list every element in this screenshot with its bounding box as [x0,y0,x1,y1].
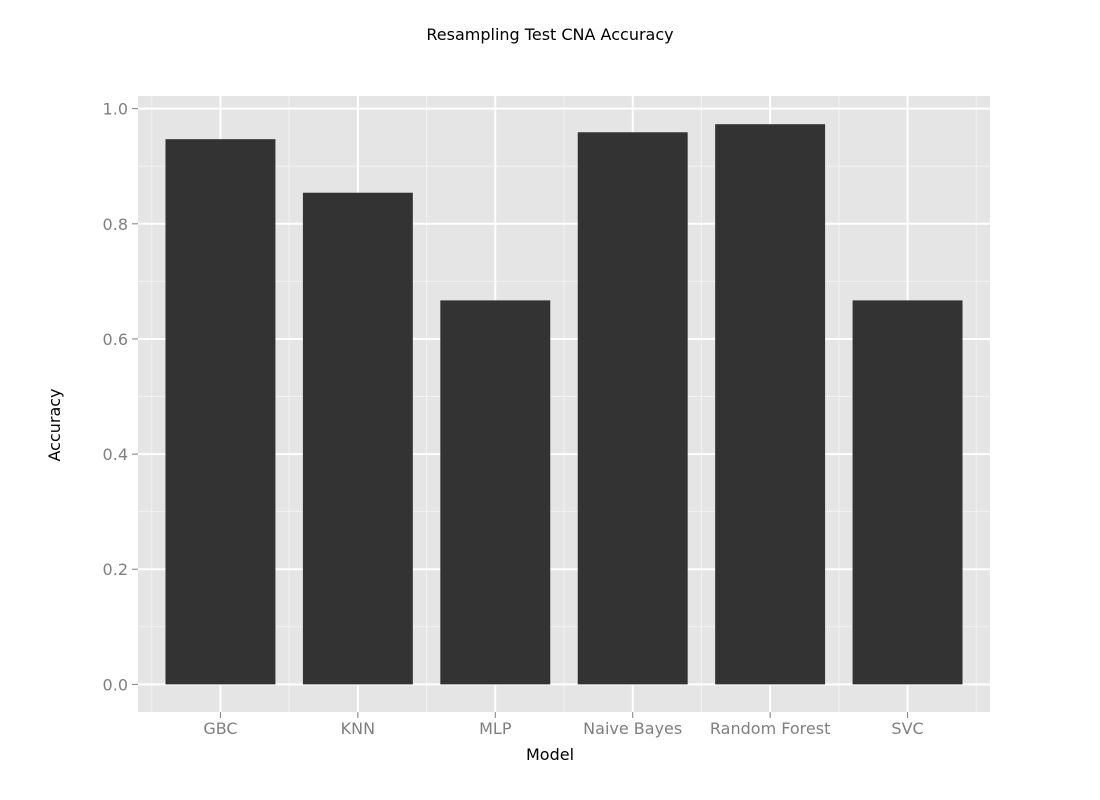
y-axis: 0.0 0.2 0.4 0.6 0.8 1.0 [103,100,138,694]
x-tick-label: MLP [479,719,512,738]
bars [165,124,963,685]
x-axis: GBC KNN MLP Naive Bayes Random Forest SVC [203,712,924,738]
y-tick-label: 0.4 [103,445,128,464]
x-tick-label: GBC [203,719,237,738]
x-axis-title: Model [526,745,574,764]
bar-naive-bayes [577,132,688,685]
y-tick-label: 0.8 [103,215,128,234]
bar-random-forest [715,124,826,685]
bar-gbc [165,139,276,685]
bar-svc [852,300,963,685]
x-tick-label: Random Forest [710,719,830,738]
y-tick-label: 0.0 [103,675,128,694]
x-tick-label: Naive Bayes [583,719,682,738]
y-tick-label: 0.2 [103,560,128,579]
bar-mlp [440,300,551,685]
y-axis-title: Accuracy [45,388,64,461]
x-tick-label: KNN [341,719,375,738]
y-tick-label: 1.0 [103,100,128,119]
x-tick-label: SVC [891,719,923,738]
y-tick-label: 0.6 [103,330,128,349]
bar-knn [302,192,413,685]
chart-title: Resampling Test CNA Accuracy [426,25,673,44]
